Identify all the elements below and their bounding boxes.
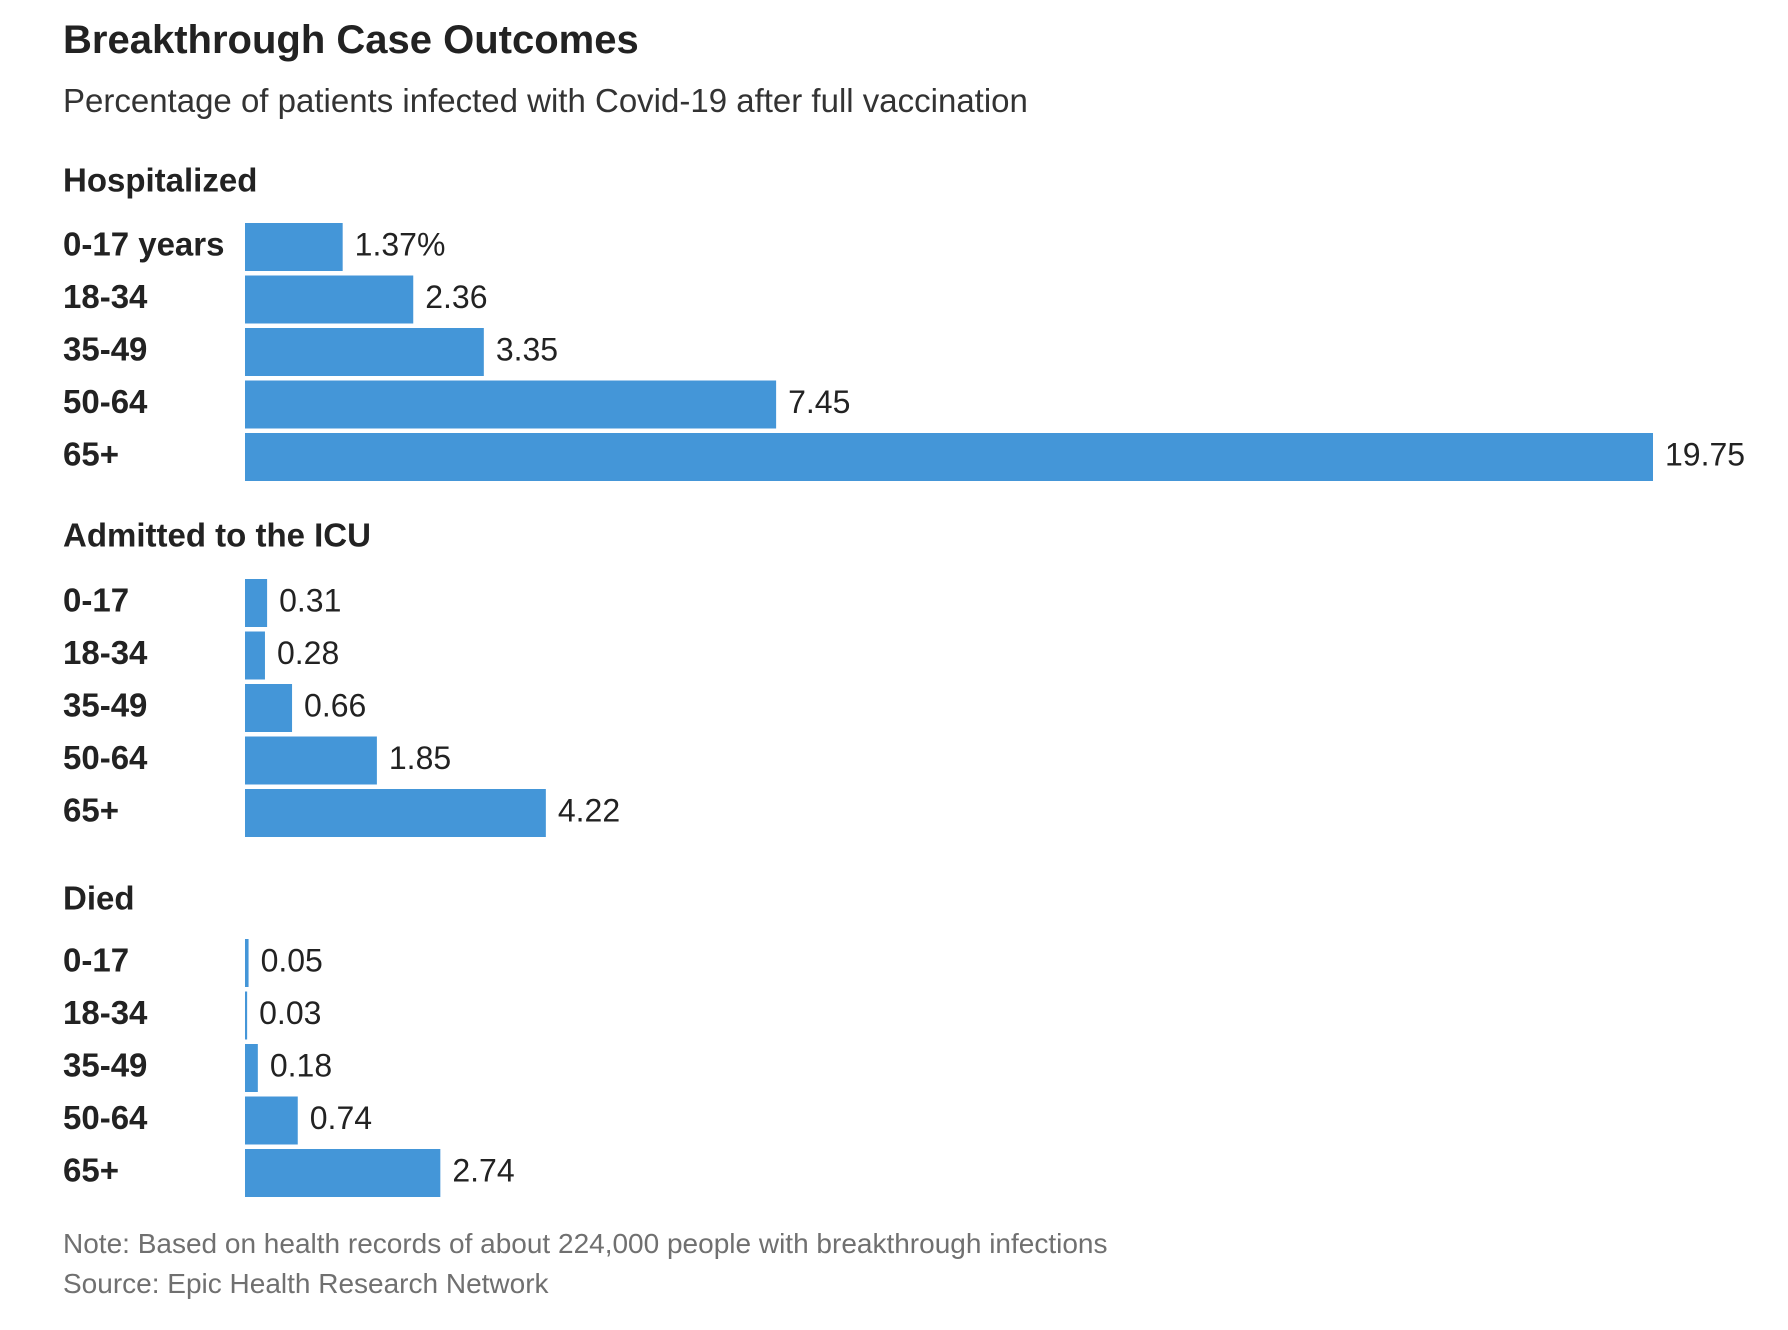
category-label: 65+ <box>63 792 119 829</box>
category-label: 50-64 <box>63 1099 148 1136</box>
data-label: 0.18 <box>270 1047 332 1083</box>
data-label: 0.05 <box>261 942 323 978</box>
data-label: 4.22 <box>558 792 620 828</box>
panel-0: Hospitalized 0-17 years 1.37% 18-34 2.36 35-4… <box>63 162 1745 481</box>
data-label: 2.36 <box>425 279 487 315</box>
data-label: 19.75 <box>1665 436 1745 472</box>
bar <box>245 433 1653 481</box>
category-label: 35-49 <box>63 1047 147 1084</box>
bar <box>245 380 777 429</box>
panel-title: Died <box>63 880 135 917</box>
bar <box>245 1149 441 1197</box>
bar <box>245 579 268 627</box>
data-label: 3.35 <box>496 331 558 367</box>
chart-source: Source: Epic Health Research Network <box>63 1268 549 1299</box>
chart-note: Note: Based on health records of about 2… <box>63 1228 1108 1259</box>
chart-subtitle: Percentage of patients infected with Cov… <box>63 82 1028 119</box>
data-label: 1.85 <box>389 740 451 776</box>
data-label: 2.74 <box>452 1152 514 1188</box>
data-label: 0.28 <box>277 635 339 671</box>
bar <box>245 1096 298 1145</box>
chart-title: Breakthrough Case Outcomes <box>63 18 639 62</box>
category-label: 50-64 <box>63 739 148 776</box>
category-label: 18-34 <box>63 278 148 315</box>
bar <box>245 328 484 376</box>
category-label: 65+ <box>63 436 119 473</box>
category-label: 65+ <box>63 1152 119 1189</box>
panel-title: Hospitalized <box>63 162 257 199</box>
bar <box>245 991 248 1040</box>
panel-1: Admitted to the ICU 0-17 0.31 18-34 0.28 35-4… <box>63 517 620 837</box>
category-label: 0-17 <box>63 582 129 619</box>
bar <box>245 631 265 680</box>
data-label: 0.66 <box>304 687 366 723</box>
bar <box>245 223 343 271</box>
data-label: 0.74 <box>310 1100 372 1136</box>
data-label: 1.37% <box>355 226 446 262</box>
bar <box>245 789 546 837</box>
category-label: 0-17 <box>63 942 129 979</box>
data-label: 0.03 <box>259 995 321 1031</box>
category-label: 50-64 <box>63 383 148 420</box>
bar <box>245 275 414 324</box>
category-label: 18-34 <box>63 994 148 1031</box>
category-label: 35-49 <box>63 687 147 724</box>
bar <box>245 939 249 987</box>
bar <box>245 1044 258 1092</box>
panel-2: Died 0-17 0.05 18-34 0.03 35-49 0.18 50-64 0.74 6… <box>63 880 515 1197</box>
data-label: 7.45 <box>788 384 850 420</box>
panel-title: Admitted to the ICU <box>63 517 371 554</box>
category-label: 0-17 years <box>63 226 224 263</box>
bar <box>245 736 377 785</box>
category-label: 35-49 <box>63 331 147 368</box>
bar <box>245 684 293 732</box>
category-label: 18-34 <box>63 634 148 671</box>
data-label: 0.31 <box>279 582 341 618</box>
